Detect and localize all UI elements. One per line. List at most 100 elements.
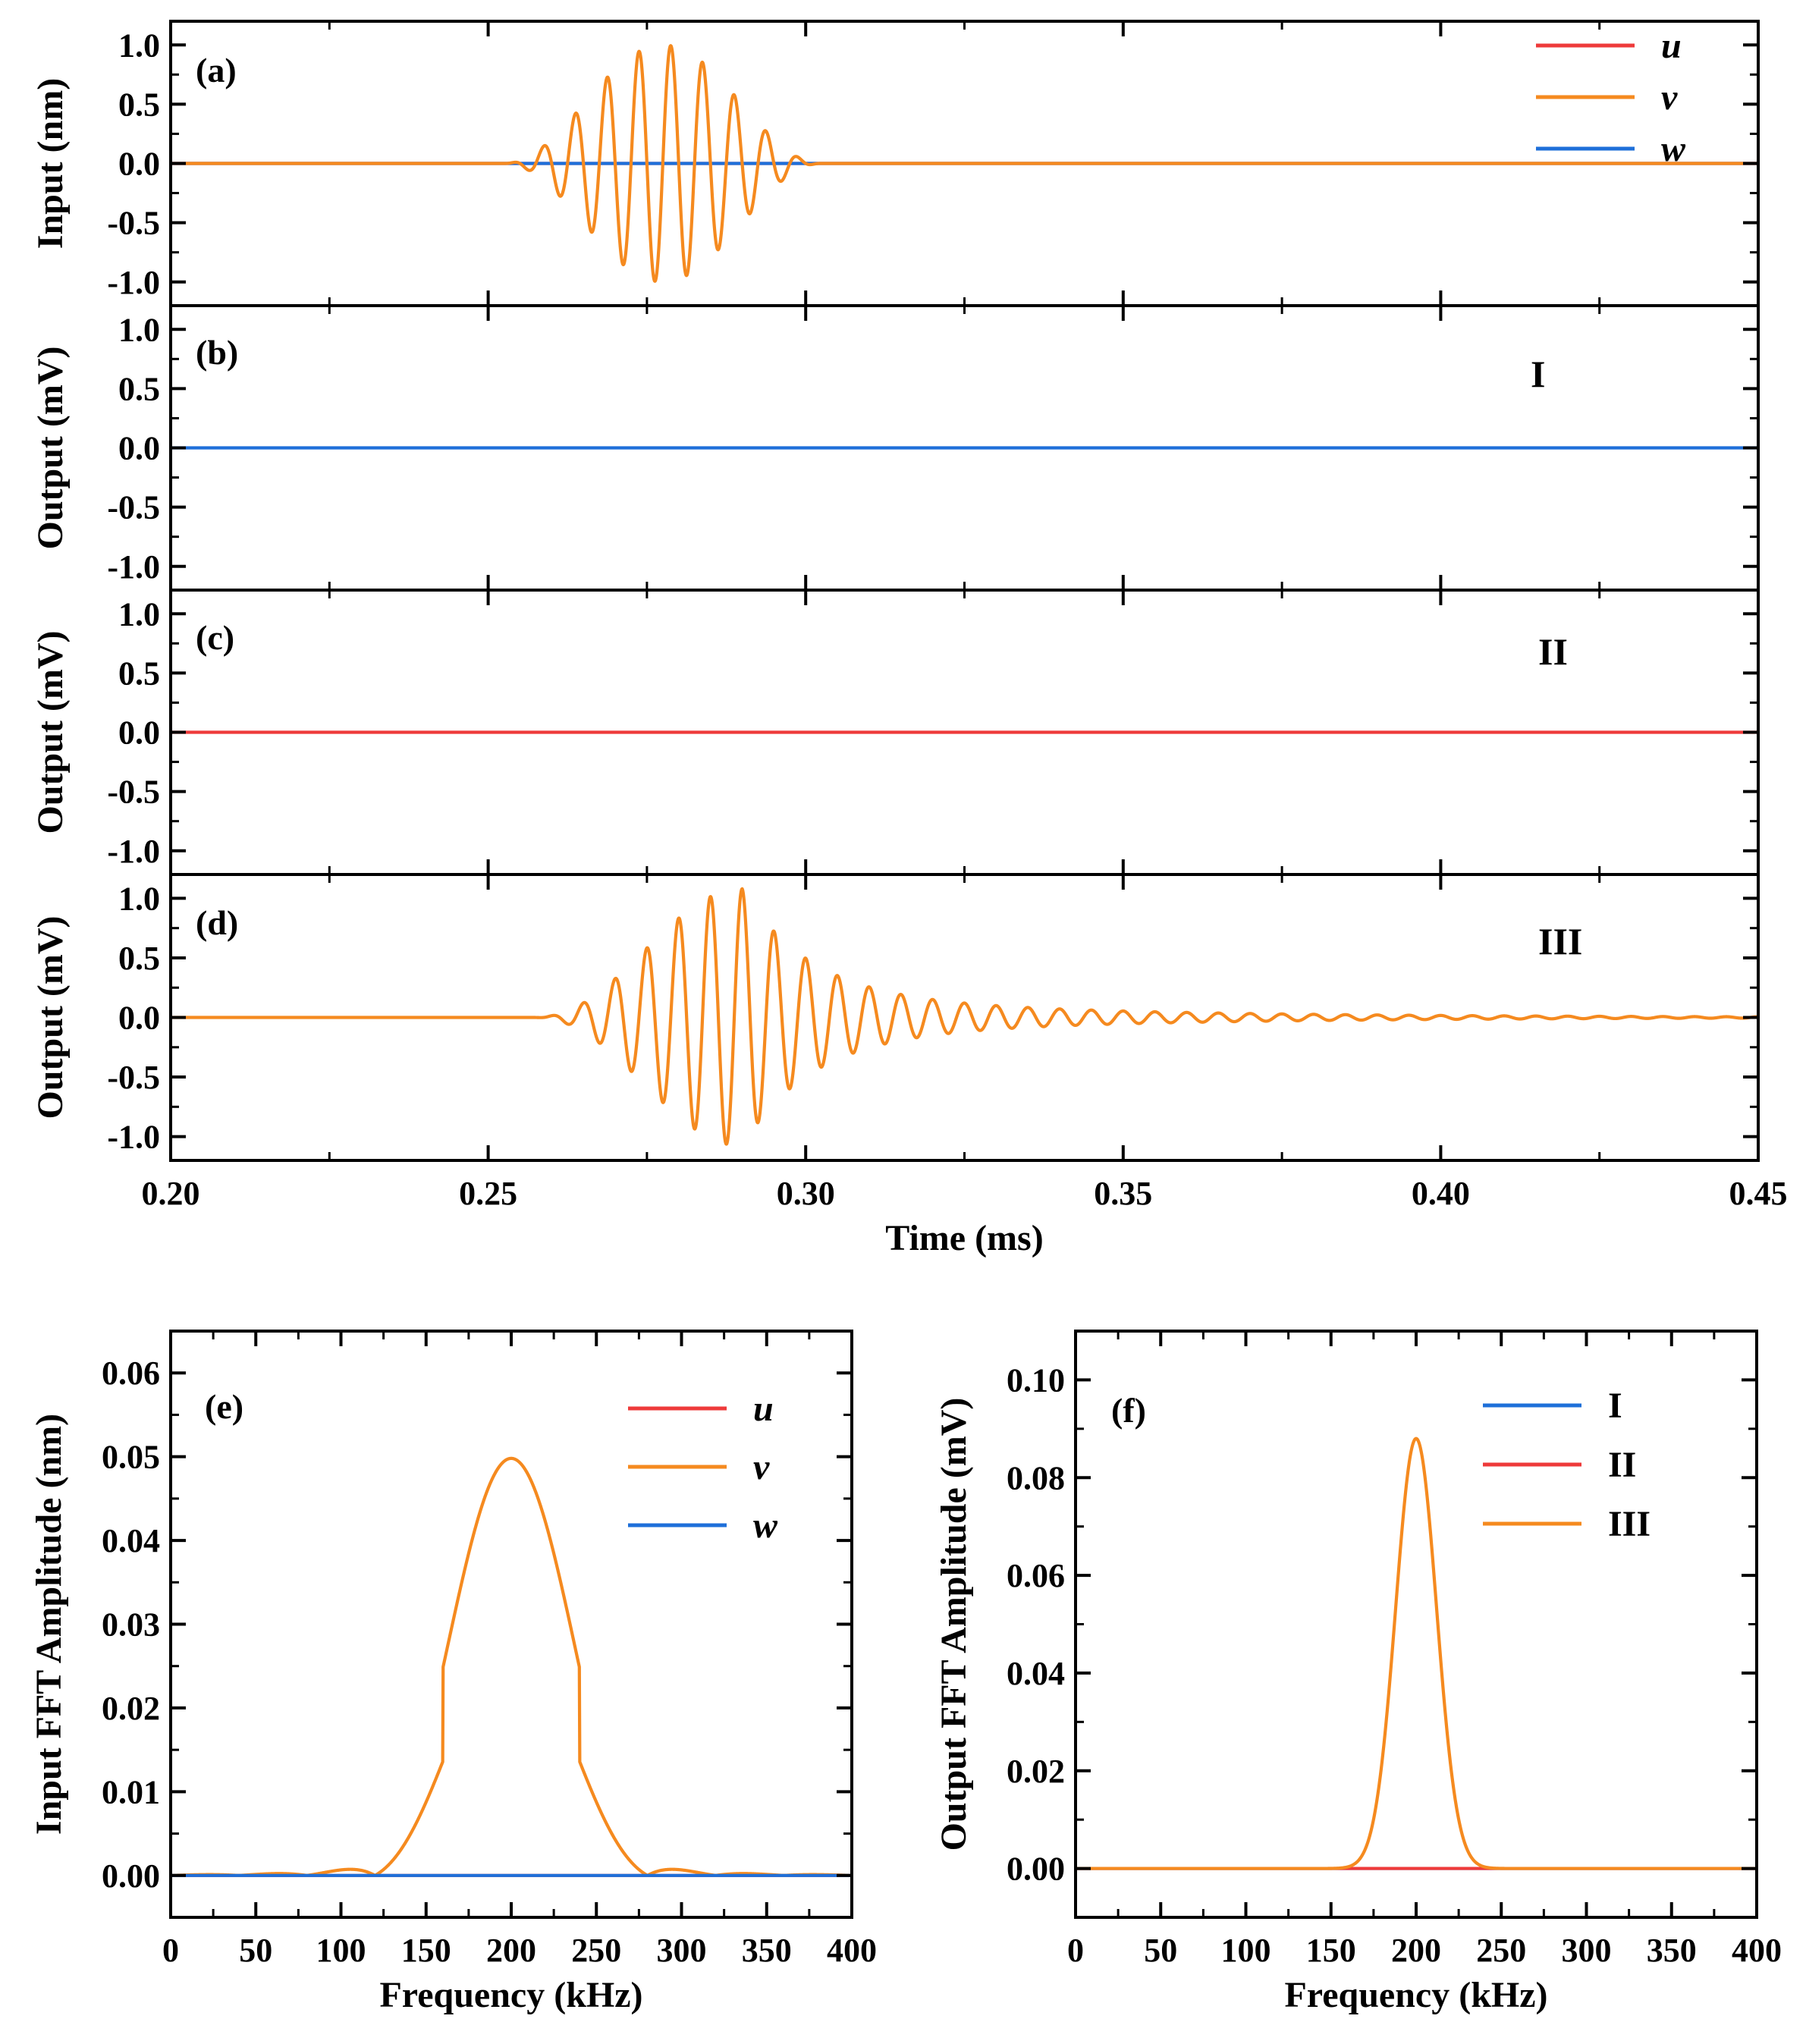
ytick-label-a-2: 0.0	[118, 146, 160, 183]
legend-label-e-u: u	[753, 1389, 774, 1429]
ytick-label-a-4: -1.0	[107, 264, 160, 301]
panel-label-d: (d)	[196, 903, 238, 942]
ytick-label-c-2: 0.0	[118, 714, 160, 752]
ytick-label-b-4: -1.0	[107, 548, 160, 586]
ytick-label-c-0: 1.0	[118, 595, 160, 633]
series-line-d-iii	[171, 887, 1758, 1146]
ytick-label-e-1: 0.05	[102, 1439, 160, 1476]
panel-label-c: (c)	[196, 618, 234, 657]
y-axis-label-f: Output FFT Amplitude (mV)	[934, 1398, 974, 1851]
legend-label-e-v: v	[753, 1447, 770, 1487]
xtick-label-e-0: 0	[162, 1932, 179, 1969]
legend-e: uvw	[628, 1389, 778, 1546]
series-group-a	[171, 44, 1758, 283]
legend-label-a-w: w	[1661, 129, 1686, 169]
ytick-label-d-0: 1.0	[118, 880, 160, 917]
xtick-label-e-4: 200	[486, 1932, 536, 1969]
xtick-label-f-4: 200	[1391, 1932, 1441, 1969]
case-label-d: III	[1538, 920, 1582, 962]
legend-label-f-i: I	[1608, 1386, 1622, 1426]
ytick-label-d-2: 0.0	[118, 1000, 160, 1037]
xtick-label-e-8: 400	[827, 1932, 877, 1969]
series-line-f-iii	[1076, 1436, 1757, 1870]
xtick-label-e-1: 50	[239, 1932, 272, 1969]
legend-label-e-w: w	[753, 1506, 778, 1546]
panel-label-a: (a)	[196, 51, 237, 89]
xtick-label-f-8: 400	[1732, 1932, 1782, 1969]
case-label-b: I	[1531, 353, 1545, 395]
xtick-label-d-4: 0.40	[1412, 1175, 1470, 1212]
ytick-label-e-0: 0.06	[102, 1355, 160, 1392]
y-axis-label-b: Output (mV)	[30, 346, 71, 549]
case-label-c: II	[1538, 630, 1568, 673]
ytick-label-a-1: 0.5	[118, 86, 160, 123]
xtick-label-d-1: 0.25	[459, 1175, 517, 1212]
xtick-label-f-2: 100	[1221, 1932, 1271, 1969]
y-axis-label-c: Output (mV)	[30, 630, 71, 834]
xtick-label-f-0: 0	[1067, 1932, 1084, 1969]
xtick-label-e-2: 100	[316, 1932, 366, 1969]
y-axis-label-e: Input FFT Amplitude (nm)	[29, 1414, 69, 1835]
series-group-d	[171, 887, 1758, 1146]
ytick-label-e-4: 0.02	[102, 1690, 160, 1727]
ytick-label-f-3: 0.04	[1007, 1655, 1065, 1692]
plot-frame-f	[1074, 1330, 1758, 1919]
panel-label-f: (f)	[1111, 1391, 1146, 1430]
ytick-label-e-3: 0.03	[102, 1606, 160, 1644]
plot-frame-e	[169, 1330, 853, 1919]
xtick-label-e-6: 300	[657, 1932, 707, 1969]
xtick-label-f-3: 150	[1306, 1932, 1356, 1969]
legend-a: uvw	[1536, 26, 1686, 169]
xtick-label-d-5: 0.45	[1729, 1175, 1788, 1212]
xtick-label-e-5: 250	[571, 1932, 621, 1969]
ytick-label-e-6: 0.00	[102, 1857, 160, 1895]
ytick-label-d-4: -1.0	[107, 1119, 160, 1156]
xtick-label-f-7: 350	[1647, 1932, 1697, 1969]
ytick-label-d-3: -0.5	[107, 1059, 160, 1096]
xtick-label-e-3: 150	[401, 1932, 451, 1969]
legend-label-f-iii: III	[1608, 1504, 1651, 1544]
ytick-label-b-0: 1.0	[118, 311, 160, 348]
panel-a: 1.0 0.5 0.0 -0.5 -1.0 Input (nm) (a) uvw	[30, 20, 1760, 307]
panel-label-e: (e)	[205, 1387, 243, 1426]
x-axis-label-d: Time (ms)	[885, 1218, 1043, 1258]
ytick-label-c-4: -1.0	[107, 833, 160, 870]
y-axis-label-d: Output (mV)	[30, 915, 71, 1119]
x-axis-label-f: Frequency (kHz)	[1284, 1975, 1547, 2015]
ytick-label-b-1: 0.5	[118, 370, 160, 407]
xtick-label-f-6: 300	[1562, 1932, 1612, 1969]
series-line-a-v	[171, 44, 1758, 283]
ytick-label-c-1: 0.5	[118, 655, 160, 692]
series-group-f	[1076, 1436, 1757, 1870]
ytick-label-d-1: 0.5	[118, 940, 160, 977]
ytick-label-c-3: -0.5	[107, 774, 160, 811]
xtick-label-d-3: 0.35	[1094, 1175, 1152, 1212]
xtick-label-e-7: 350	[742, 1932, 792, 1969]
ytick-label-b-3: -0.5	[107, 489, 160, 526]
xtick-label-f-1: 50	[1144, 1932, 1177, 1969]
ytick-label-e-2: 0.04	[102, 1522, 160, 1559]
series-line-e-v	[171, 1456, 852, 1877]
panel-e: 0.06 0.05 0.04 0.03 0.02 0.01 0.000 50 100 150 200…	[29, 1330, 877, 2015]
xtick-label-d-0: 0.20	[142, 1175, 200, 1212]
panel-label-b: (b)	[196, 333, 238, 372]
panel-d: 1.0 0.5 0.0 -0.5 -1.0 0.20 0.25 0.30 0.35 0.40 0.4…	[30, 873, 1788, 1258]
ytick-label-b-2: 0.0	[118, 430, 160, 467]
ytick-label-f-1: 0.08	[1007, 1459, 1065, 1496]
legend-label-a-v: v	[1661, 77, 1678, 118]
ytick-label-f-2: 0.06	[1007, 1557, 1065, 1594]
ytick-label-f-4: 0.02	[1007, 1753, 1065, 1790]
ytick-label-f-5: 0.00	[1007, 1851, 1065, 1888]
xtick-label-f-5: 250	[1476, 1932, 1526, 1969]
legend-label-f-ii: II	[1608, 1445, 1636, 1485]
series-group-e	[171, 1456, 852, 1877]
x-axis-label-e: Frequency (kHz)	[379, 1975, 642, 2015]
panel-f: 0.10 0.08 0.06 0.04 0.02 0.00 0 50 100 150 200 250 3…	[934, 1330, 1782, 2015]
ytick-label-a-3: -0.5	[107, 205, 160, 242]
panel-c: 1.0 0.5 0.0 -0.5 -1.0 Output (mV) (c) II	[30, 589, 1760, 876]
ytick-label-f-0: 0.10	[1007, 1361, 1065, 1399]
ytick-label-a-0: 1.0	[118, 27, 160, 64]
ytick-label-e-5: 0.01	[102, 1773, 160, 1810]
